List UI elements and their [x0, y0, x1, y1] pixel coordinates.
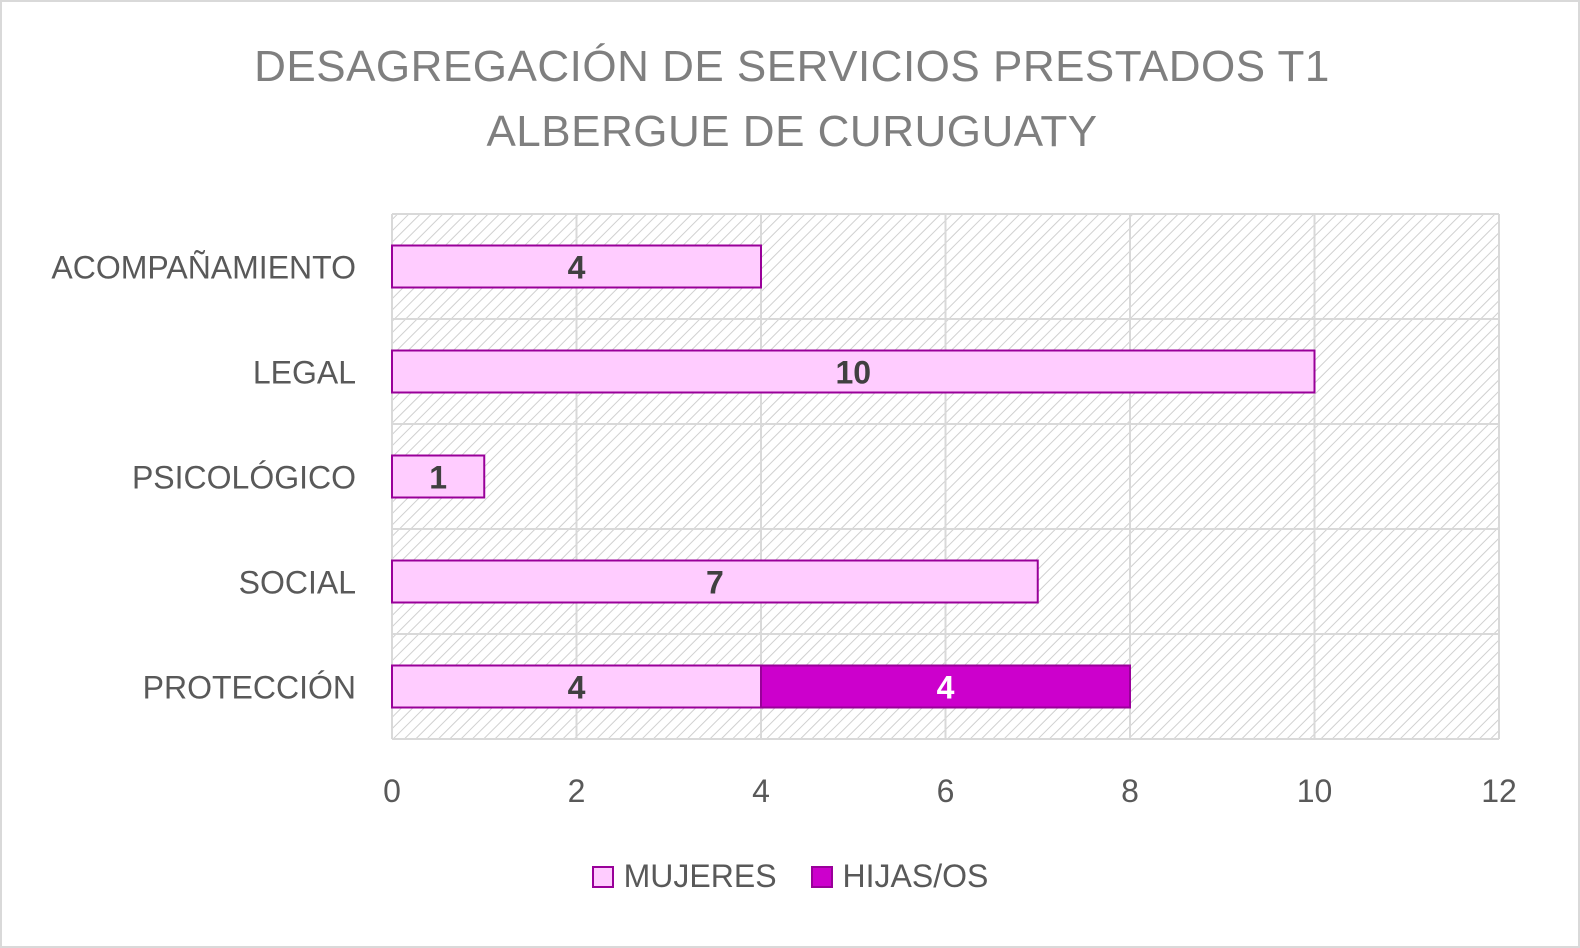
category-label-legal: LEGAL: [253, 355, 356, 391]
bar-mujeres-psicologico: [391, 454, 486, 499]
bar-mujeres-acompanamiento: [391, 244, 762, 289]
data-label-mujeres-acompanamiento: 4: [568, 250, 586, 286]
bar-mujeres-social: [391, 559, 1039, 604]
category-label-social: SOCIAL: [239, 565, 356, 601]
bar-mujeres-legal: [391, 349, 1316, 394]
legend-swatch-mujeres: [591, 865, 614, 888]
category-label-acompanamiento: ACOMPAÑAMIENTO: [51, 250, 356, 286]
category-label-proteccion: PROTECCIÓN: [143, 670, 356, 706]
x-tick-label-10: 10: [1297, 773, 1333, 809]
chart-title-line-2: ALBERGUE DE CURUGUATY: [486, 107, 1098, 156]
x-tick-label-0: 0: [383, 773, 401, 809]
x-tick-label-4: 4: [752, 773, 770, 809]
legend-label-hijas-os: HIJAS/OS: [842, 858, 989, 894]
data-label-mujeres-psicologico: 1: [429, 460, 447, 496]
legend: MUJERES HIJAS/OS: [0, 858, 1580, 895]
legend-item-hijas-os: HIJAS/OS: [810, 858, 989, 895]
bar-mujeres-proteccion: [391, 664, 762, 709]
data-label-mujeres-legal: 10: [835, 355, 871, 391]
data-label-mujeres-proteccion: 4: [568, 670, 586, 706]
x-tick-label-2: 2: [568, 773, 586, 809]
data-label-mujeres-social: 7: [706, 565, 724, 601]
chart-title-line-1: DESAGREGACIÓN DE SERVICIOS PRESTADOS T1: [254, 42, 1330, 91]
x-tick-label-8: 8: [1121, 773, 1139, 809]
legend-label-mujeres: MUJERES: [623, 858, 777, 894]
category-label-psicologico: PSICOLÓGICO: [132, 460, 356, 496]
x-tick-label-12: 12: [1481, 773, 1517, 809]
data-label-hijas-os-proteccion: 4: [937, 670, 955, 706]
bar-hijas-os-proteccion: [760, 664, 1131, 709]
legend-swatch-hijas-os: [810, 865, 833, 888]
x-tick-label-6: 6: [937, 773, 955, 809]
legend-item-mujeres: MUJERES: [591, 858, 777, 895]
